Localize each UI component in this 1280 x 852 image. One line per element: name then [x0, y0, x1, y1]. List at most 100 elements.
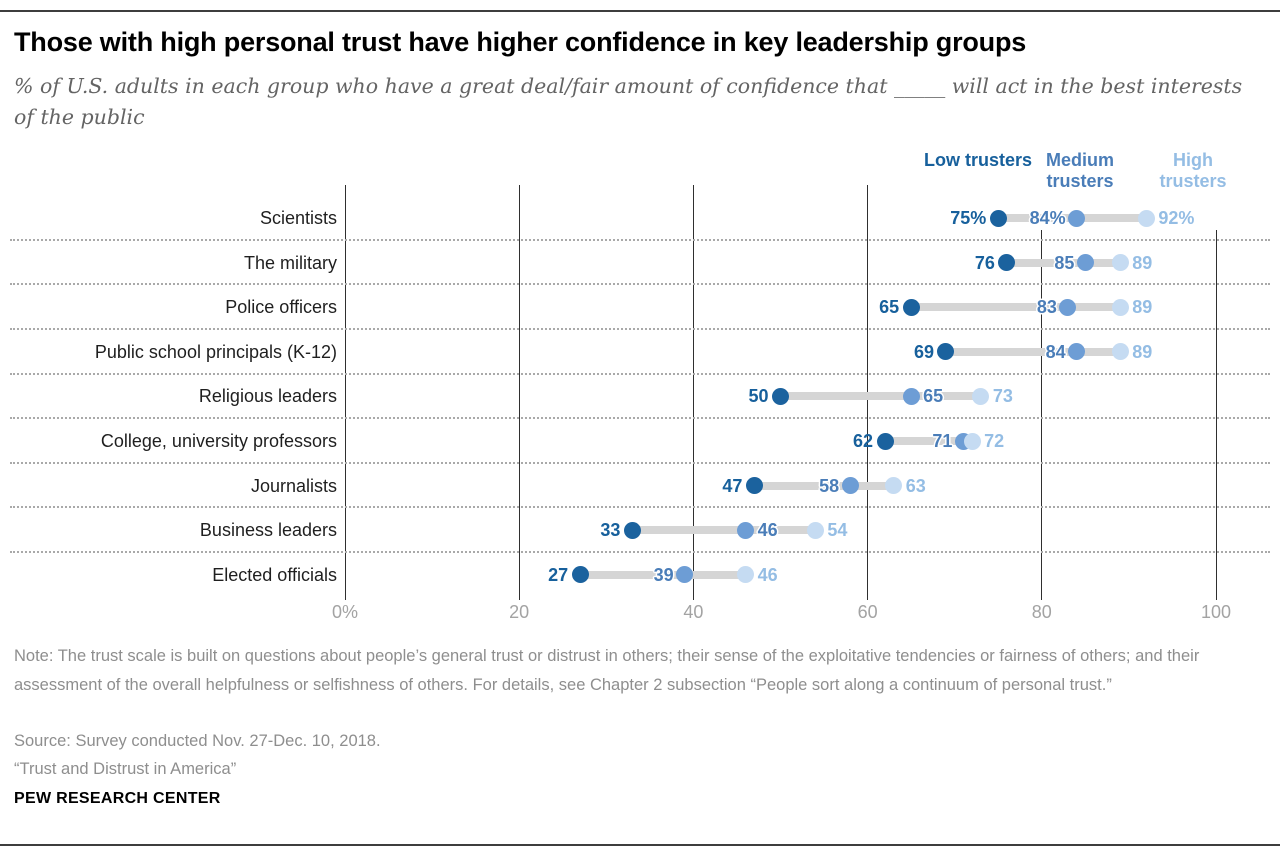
- value-label-low: 47: [722, 475, 743, 496]
- footer-attribution: “Trust and Distrust in America”: [14, 760, 237, 778]
- dot-low: [623, 521, 641, 539]
- dot-medium: [841, 477, 859, 495]
- value-label-low: 27: [548, 564, 569, 585]
- footer-note: Note: The trust scale is built on questi…: [14, 647, 1200, 694]
- dumbbell-bar: [754, 481, 894, 490]
- top-rule: [0, 10, 1280, 12]
- dot-low: [571, 566, 589, 584]
- legend-high-trusters: High trusters: [1159, 150, 1227, 191]
- dumbbell-bar: [632, 526, 816, 535]
- value-label-low: 76: [974, 252, 995, 273]
- dumbbell-bar: [885, 437, 973, 445]
- row-separator: [10, 461, 1270, 464]
- value-label-low: 50: [748, 386, 769, 407]
- dot-high: [885, 477, 903, 495]
- axis-tick-label-40: 40: [683, 602, 704, 622]
- row-label: Business leaders: [199, 520, 337, 541]
- dot-low: [876, 432, 894, 450]
- dot-medium: [1076, 254, 1094, 272]
- row-separator: [10, 283, 1270, 286]
- brand-pew-research-center: PEW RESEARCH CENTER: [14, 790, 221, 807]
- value-label-medium: 85: [1054, 252, 1075, 273]
- value-label-high: 72: [984, 431, 1005, 451]
- value-label-medium: 65: [923, 386, 944, 407]
- row-separator: [10, 417, 1270, 420]
- dot-medium: [676, 566, 694, 584]
- axis-tick-label-80: 80: [1031, 602, 1052, 622]
- gridline-40: [692, 185, 694, 600]
- dot-medium: [902, 387, 920, 405]
- row-label: Scientists: [259, 208, 337, 228]
- row-separator: [10, 506, 1270, 509]
- value-label-high: 63: [905, 475, 926, 496]
- dot-medium: [1068, 343, 1086, 361]
- chart-title: Those with high personal trust have high…: [14, 27, 1027, 57]
- dumbbell-bar: [1006, 258, 1121, 267]
- value-label-medium: 71: [932, 431, 953, 451]
- row-label: Journalists: [250, 475, 337, 496]
- dot-low: [937, 343, 955, 361]
- dot-medium: [1059, 298, 1077, 316]
- row-separator: [10, 238, 1270, 241]
- gridline-20: [518, 185, 520, 600]
- value-label-low: 33: [600, 520, 621, 541]
- row-label: Elected officials: [212, 564, 337, 585]
- dot-high: [737, 566, 755, 584]
- value-label-low: 65: [879, 297, 900, 318]
- axis-tick-label-0: 0%: [331, 602, 358, 622]
- axis-tick-label-100: 100: [1200, 602, 1232, 622]
- value-label-high: 46: [757, 564, 778, 585]
- value-label-high: 89: [1132, 252, 1153, 273]
- row-label: Public school principals (K-12): [94, 341, 337, 362]
- dot-medium: [737, 521, 755, 539]
- value-label-low: 75%: [950, 208, 987, 228]
- gridline-80: [1041, 230, 1043, 600]
- row-label: College, university professors: [100, 431, 337, 451]
- value-label-medium: 84%: [1029, 208, 1066, 228]
- legend-low-trusters: Low trusters: [923, 150, 1033, 170]
- row-label: The military: [243, 252, 337, 273]
- value-label-high: 73: [992, 386, 1013, 407]
- value-label-high: 54: [827, 520, 848, 541]
- chart-subtitle: % of U.S. adults in each group who have …: [14, 74, 1243, 129]
- dumbbell-bar: [945, 347, 1121, 356]
- value-label-medium: 58: [819, 475, 840, 496]
- row-separator: [10, 328, 1270, 330]
- gridline-100: [1215, 230, 1217, 600]
- value-label-high: 89: [1132, 297, 1153, 318]
- value-label-medium: 46: [757, 520, 778, 541]
- dot-high: [1111, 254, 1129, 272]
- dot-low: [989, 209, 1007, 227]
- value-label-medium: 84: [1045, 341, 1066, 362]
- dot-low: [745, 477, 763, 495]
- dumbbell-bar: [580, 570, 746, 579]
- row-separator: [10, 551, 1270, 553]
- dot-high: [1111, 298, 1129, 316]
- dot-low: [998, 254, 1016, 272]
- dot-low: [772, 387, 789, 405]
- value-label-low: 69: [913, 341, 934, 362]
- dot-high: [972, 387, 990, 405]
- value-label-low: 62: [852, 431, 874, 451]
- dot-low: [902, 298, 920, 316]
- dot-high: [1111, 343, 1129, 361]
- axis-tick-label-20: 20: [509, 602, 530, 622]
- dot-high: [963, 432, 981, 450]
- value-label-high: 92%: [1158, 208, 1195, 228]
- dumbbell-bar: [780, 392, 981, 401]
- value-label-medium: 83: [1036, 297, 1057, 318]
- bottom-rule: [0, 844, 1280, 846]
- row-label: Religious leaders: [198, 386, 337, 407]
- dumbbell-bar: [911, 303, 1121, 312]
- dot-high: [1137, 209, 1155, 227]
- footer-source: Source: Survey conducted Nov. 27-Dec. 10…: [14, 732, 381, 750]
- gridline-0: [344, 185, 346, 600]
- dot-medium: [1068, 209, 1086, 227]
- value-label-medium: 39: [653, 564, 674, 585]
- value-label-high: 89: [1132, 341, 1153, 362]
- dot-high: [806, 521, 824, 539]
- row-label: Police officers: [225, 297, 337, 318]
- row-separator: [10, 372, 1270, 375]
- legend-medium-trusters: Medium trusters: [1045, 150, 1114, 191]
